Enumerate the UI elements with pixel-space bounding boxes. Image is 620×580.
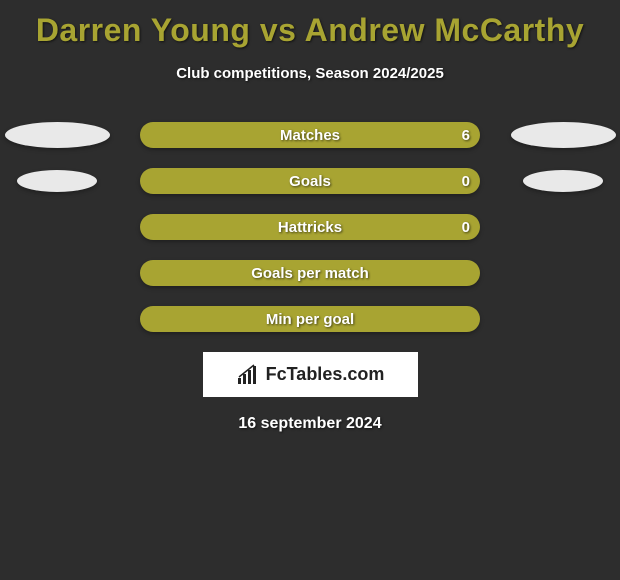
stat-value: 0 — [462, 219, 470, 236]
stat-label: Matches — [280, 127, 340, 144]
stat-label: Goals — [289, 173, 331, 190]
right-ellipse-slot — [508, 122, 618, 148]
stat-label: Goals per match — [251, 265, 369, 282]
player2-value-ellipse — [523, 170, 603, 192]
stat-value: 0 — [462, 173, 470, 190]
stat-bar: Hattricks 0 — [140, 214, 480, 240]
stat-row: Goals per match — [0, 260, 620, 286]
player1-value-ellipse — [5, 122, 110, 148]
stat-row: Goals 0 — [0, 168, 620, 194]
logo-text: FcTables.com — [266, 364, 385, 385]
right-ellipse-slot — [508, 170, 618, 192]
stat-row: Hattricks 0 — [0, 214, 620, 240]
chart-icon — [236, 364, 260, 386]
left-ellipse-slot — [2, 122, 112, 148]
page-title: Darren Young vs Andrew McCarthy — [0, 0, 620, 49]
stat-row: Min per goal — [0, 306, 620, 332]
left-ellipse-slot — [2, 170, 112, 192]
stat-label: Min per goal — [266, 311, 354, 328]
date-text: 16 september 2024 — [0, 415, 620, 433]
subtitle: Club competitions, Season 2024/2025 — [0, 65, 620, 82]
stat-bar: Min per goal — [140, 306, 480, 332]
player2-value-ellipse — [511, 122, 616, 148]
stats-list: Matches 6 Goals 0 Hattricks 0 Goals per … — [0, 122, 620, 332]
player1-value-ellipse — [17, 170, 97, 192]
stat-value: 6 — [462, 127, 470, 144]
logo-box: FcTables.com — [203, 352, 418, 397]
stat-bar: Goals per match — [140, 260, 480, 286]
stat-bar: Matches 6 — [140, 122, 480, 148]
stat-bar: Goals 0 — [140, 168, 480, 194]
stat-label: Hattricks — [278, 219, 342, 236]
stat-row: Matches 6 — [0, 122, 620, 148]
